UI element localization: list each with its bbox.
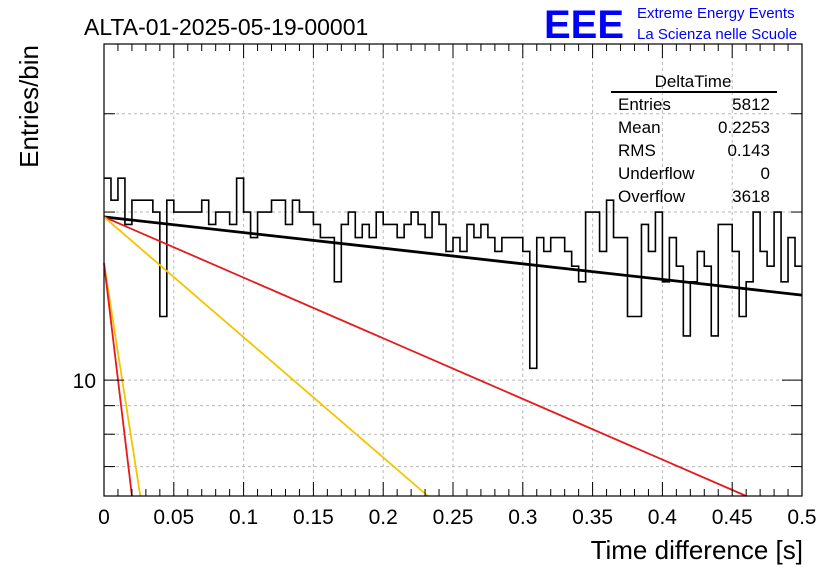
histogram-outline xyxy=(104,177,802,370)
x-tick-label: 0 xyxy=(98,506,110,529)
eee-logo: EEE Extreme Energy Events La Scienza nel… xyxy=(544,3,797,47)
stats-label: RMS xyxy=(618,141,656,160)
x-axis-label: Time difference [s] xyxy=(591,535,803,565)
stats-title: DeltaTime xyxy=(655,72,732,91)
x-tick-label: 0.1 xyxy=(229,506,258,529)
stats-label: Underflow xyxy=(618,164,695,183)
logo-mark: EEE xyxy=(544,3,624,47)
fit-curve-4 xyxy=(103,263,142,497)
fit-curve-1 xyxy=(103,215,803,297)
chart-title: ALTA-01-2025-05-19-00001 xyxy=(84,14,368,40)
stats-value: 0.143 xyxy=(727,141,770,160)
x-tick-label: 0.35 xyxy=(572,506,613,529)
stats-label: Overflow xyxy=(618,187,686,206)
y-axis-label: Entries/bin xyxy=(14,45,44,168)
fit-curve-2 xyxy=(103,216,747,497)
x-tick-label: 0.25 xyxy=(433,506,474,529)
fit-curves xyxy=(103,215,803,497)
fit-curve-5 xyxy=(103,263,133,497)
x-tick-label: 0.15 xyxy=(293,506,334,529)
stats-label: Mean xyxy=(618,118,661,137)
stats-label: Entries xyxy=(618,95,671,114)
stats-value: 0.2253 xyxy=(718,118,770,137)
histogram xyxy=(104,177,802,370)
logo-line-2: La Scienza nelle Scuole xyxy=(637,26,797,43)
x-tick-label: 0.3 xyxy=(508,506,537,529)
stats-value: 3618 xyxy=(732,187,770,206)
y-tick-label: 10 xyxy=(73,370,96,393)
stats-value: 5812 xyxy=(732,95,770,114)
x-tick-label: 0.2 xyxy=(369,506,398,529)
x-tick-label: 0.5 xyxy=(787,506,816,529)
x-tick-label: 0.45 xyxy=(712,506,753,529)
x-tick-label: 0.05 xyxy=(153,506,194,529)
axes: 0 0.05 0.1 0.15 0.2 0.25 0.3 0.35 0.4 0.45 0.5 10 xyxy=(73,43,817,529)
logo-line-1: Extreme Energy Events xyxy=(637,5,795,22)
fit-curve-3 xyxy=(103,216,429,497)
stats-value: 0 xyxy=(761,164,770,183)
x-tick-label: 0.4 xyxy=(648,506,678,529)
stats-box: DeltaTime Entries 5812 Mean 0.2253 RMS 0.143 U… xyxy=(611,72,777,206)
